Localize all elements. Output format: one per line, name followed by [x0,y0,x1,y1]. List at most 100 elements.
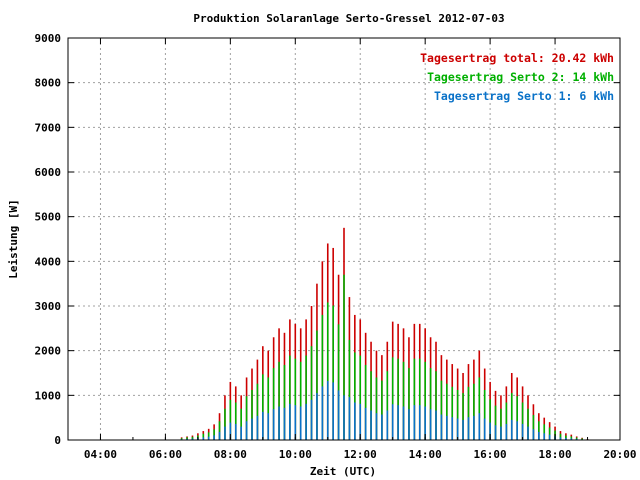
bar-serto2 [456,389,459,440]
bar-serto1 [332,382,334,440]
bar-serto1 [440,414,443,440]
bar-serto2 [413,358,416,440]
bar-serto1 [272,409,275,440]
bar-serto2 [489,399,491,440]
bar-serto1 [429,409,432,440]
bar-serto2 [348,339,351,440]
bar-serto2 [283,364,286,440]
bar-serto1 [191,438,194,440]
bar-serto1 [305,403,307,440]
bar-serto1 [299,406,302,440]
bar-serto1 [381,414,383,440]
bar-serto1 [543,433,546,440]
bar-serto1 [478,413,481,440]
bar-serto2 [234,402,237,440]
bar-serto1 [386,410,389,440]
bar-serto1 [532,429,535,440]
bar-serto1 [359,403,362,440]
y-tick-label: 8000 [35,77,62,90]
bar-serto1 [559,437,562,440]
bar-serto2 [213,429,215,440]
bar-serto2 [364,364,367,440]
bar-serto1 [462,419,464,440]
bar-serto2 [191,436,194,440]
bars-group [180,227,594,440]
bar-serto1 [456,418,459,440]
bar-serto1 [500,426,502,440]
bar-serto2 [462,393,464,440]
bar-serto2 [202,433,205,440]
y-tick-label: 1000 [35,389,62,402]
x-tick-label: 20:00 [603,448,636,461]
bar-serto1 [413,405,416,440]
bar-serto1 [370,410,372,440]
y-axis: 0 1000 2000 3000 4000 5000 6000 7000 8000 9000 [35,32,620,447]
bar-serto2 [494,405,497,440]
bar-serto2 [570,436,573,440]
bar-serto2 [543,424,546,440]
bar-serto2 [424,361,426,440]
bar-serto1 [234,423,237,440]
bar-serto1 [451,417,454,440]
bar-serto1 [256,415,259,440]
y-tick-label: 7000 [35,121,62,134]
bar-serto1 [310,399,313,440]
bar-serto2 [408,368,410,440]
plot-frame [67,37,621,441]
bar-serto1 [494,425,497,440]
x-tick-label: 12:00 [344,448,377,461]
chart-title: Produktion Solaranlage Serto-Gressel 201… [193,12,504,25]
y-tick-label: 5000 [35,211,62,224]
bar-serto2 [521,402,524,440]
bar-serto2 [343,274,345,440]
bar-serto2 [375,377,378,440]
bar-serto1 [354,402,356,440]
y-axis-label: Leistung [W] [7,199,20,278]
bar-serto2 [451,386,454,440]
bar-serto2 [370,371,372,440]
bar-serto1 [321,386,324,440]
bar-serto2 [289,355,291,440]
bar-serto1 [343,395,345,440]
bar-serto1 [267,413,270,440]
bar-serto2 [440,380,443,440]
bar-serto2 [321,314,324,440]
bar-serto1 [424,406,426,440]
x-tick-label: 16:00 [474,448,507,461]
bar-serto2 [581,438,583,440]
bar-serto2 [527,408,529,440]
bar-serto2 [256,383,259,440]
bar-serto1 [391,404,394,440]
bar-serto2 [565,435,567,440]
x-tick-label: 10:00 [279,448,312,461]
bar-serto1 [505,423,508,440]
bar-serto1 [521,423,524,440]
bar-serto1 [294,405,297,440]
y-tick-label: 2000 [35,345,62,358]
bar-serto2 [180,438,183,440]
bar-serto2 [359,355,362,440]
bar-serto1 [207,436,210,440]
y-tick-label: 6000 [35,166,62,179]
bar-serto1 [326,381,329,440]
bar-serto1 [548,434,551,440]
bar-serto2 [245,396,248,440]
bar-serto1 [575,438,578,440]
bar-serto2 [299,361,302,440]
bar-serto2 [532,414,535,440]
bar-serto1 [213,435,215,440]
bar-serto1 [538,431,540,440]
bar-serto2 [251,389,253,440]
bar-serto2 [548,427,551,440]
legend-item-serto2: Tagesertrag Serto 2: 14 kWh [427,70,614,84]
x-tick-label: 14:00 [409,448,442,461]
bar-serto1 [202,437,205,440]
bar-serto2 [326,302,329,440]
bar-serto1 [364,407,367,440]
bar-serto2 [381,380,383,440]
bar-serto2 [316,330,318,440]
bar-serto2 [397,358,399,440]
bar-serto2 [429,368,432,440]
bar-serto2 [510,393,513,440]
